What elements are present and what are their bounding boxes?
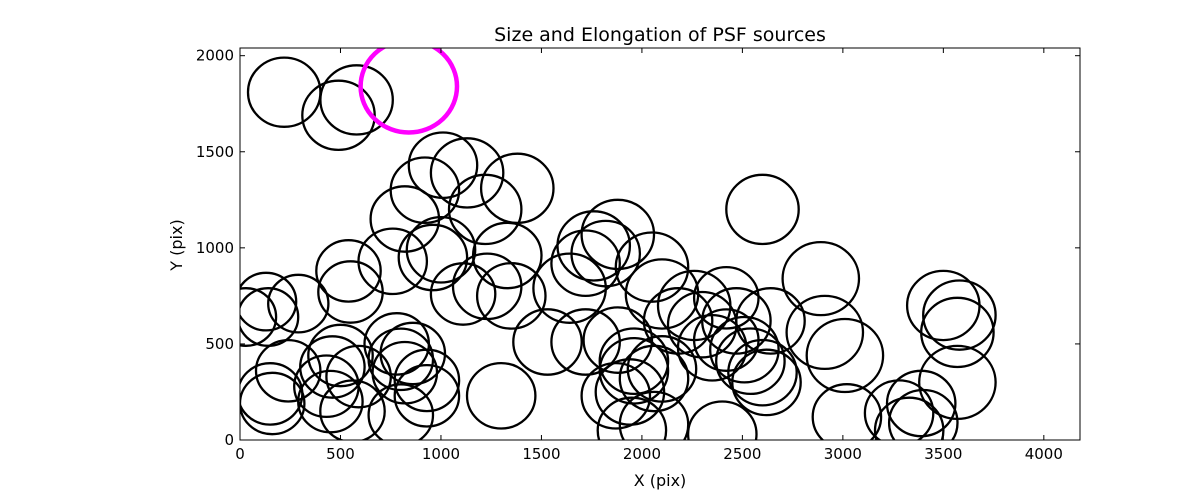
source-ellipse — [731, 348, 802, 417]
plot-markers — [240, 48, 997, 440]
source-ellipse — [785, 294, 865, 371]
source-ellipse — [582, 306, 654, 374]
source-ellipse — [887, 388, 959, 440]
source-ellipse — [811, 383, 883, 440]
source-ellipse — [709, 315, 780, 384]
source-ellipse — [240, 271, 298, 332]
source-ellipse — [475, 262, 547, 330]
source-ellipse — [727, 338, 798, 407]
source-ellipse — [301, 79, 376, 152]
source-ellipse — [447, 173, 523, 246]
source-ellipse — [393, 363, 461, 428]
x-tick-label: 500 — [326, 445, 355, 463]
source-ellipse — [367, 383, 435, 440]
x-axis-label: X (pix) — [634, 471, 687, 490]
x-tick-label: 1500 — [522, 445, 560, 463]
highlight-ellipse — [358, 48, 460, 135]
source-ellipse — [393, 348, 461, 413]
source-ellipse — [885, 369, 957, 438]
chart-title: Size and Elongation of PSF sources — [494, 24, 826, 46]
source-ellipse — [676, 313, 748, 382]
source-ellipse — [479, 152, 555, 225]
source-ellipse — [692, 265, 760, 330]
source-ellipse — [550, 229, 621, 298]
source-ellipse — [614, 231, 690, 303]
source-ellipse — [781, 240, 861, 317]
y-tick-label: 0 — [224, 431, 234, 449]
source-ellipse — [512, 308, 583, 376]
source-ellipse — [397, 223, 469, 292]
y-axis-label: Y (pix) — [167, 219, 186, 271]
source-ellipse — [317, 260, 384, 324]
source-ellipse — [307, 323, 374, 388]
y-axis-ticks: 0 500 1000 1500 2000 — [196, 47, 1080, 449]
x-tick-label: 2500 — [723, 445, 761, 463]
source-ellipse — [618, 344, 690, 413]
source-ellipse — [246, 56, 322, 128]
x-tick-label: 0 — [235, 445, 245, 463]
source-ellipse — [618, 390, 690, 440]
y-tick-label: 500 — [205, 335, 234, 353]
y-tick-label: 1000 — [196, 239, 234, 257]
source-ellipse — [920, 296, 995, 369]
source-ellipse — [805, 317, 885, 394]
source-ellipse — [598, 327, 670, 396]
source-ellipse — [267, 273, 330, 334]
source-ellipse — [873, 396, 945, 440]
source-ellipse — [715, 327, 786, 396]
y-tick-label: 1500 — [196, 143, 234, 161]
source-ellipse — [240, 287, 278, 347]
x-tick-label: 3500 — [924, 445, 962, 463]
source-ellipse — [369, 185, 441, 253]
source-ellipse — [405, 215, 477, 284]
y-tick-label: 2000 — [196, 47, 234, 65]
source-ellipse — [686, 400, 758, 440]
source-ellipse — [532, 252, 607, 324]
x-tick-label: 1000 — [422, 445, 460, 463]
source-ellipse — [357, 227, 429, 296]
x-tick-label: 2000 — [623, 445, 661, 463]
x-axis-ticks: 0 500 1000 1500 2000 2500 3000 3500 4000 — [235, 48, 1063, 463]
source-ellipse — [429, 137, 505, 209]
source-ellipse — [598, 336, 670, 405]
source-ellipse — [325, 344, 392, 409]
source-ellipse — [315, 239, 382, 303]
plot-frame — [239, 47, 1081, 441]
source-ellipse — [254, 338, 322, 403]
x-tick-label: 3000 — [824, 445, 862, 463]
source-ellipse — [863, 379, 935, 440]
source-ellipse — [596, 396, 668, 440]
source-ellipse — [918, 344, 997, 421]
source-ellipse — [922, 279, 997, 351]
source-ellipse — [319, 64, 394, 136]
source-ellipse — [580, 198, 656, 271]
source-ellipse — [319, 379, 386, 440]
source-ellipse — [465, 361, 537, 430]
x-tick-label: 4000 — [1025, 445, 1063, 463]
source-ellipse — [594, 358, 666, 426]
source-ellipse — [725, 173, 800, 246]
